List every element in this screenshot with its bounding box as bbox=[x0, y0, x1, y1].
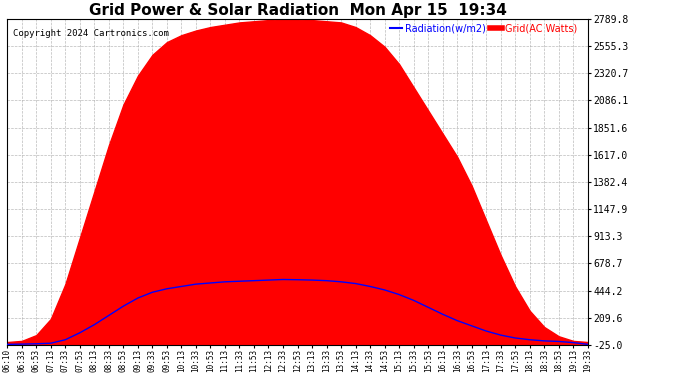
Legend: Radiation(w/m2), Grid(AC Watts): Radiation(w/m2), Grid(AC Watts) bbox=[390, 24, 577, 34]
Text: Copyright 2024 Cartronics.com: Copyright 2024 Cartronics.com bbox=[13, 29, 169, 38]
Title: Grid Power & Solar Radiation  Mon Apr 15  19:34: Grid Power & Solar Radiation Mon Apr 15 … bbox=[88, 3, 506, 18]
